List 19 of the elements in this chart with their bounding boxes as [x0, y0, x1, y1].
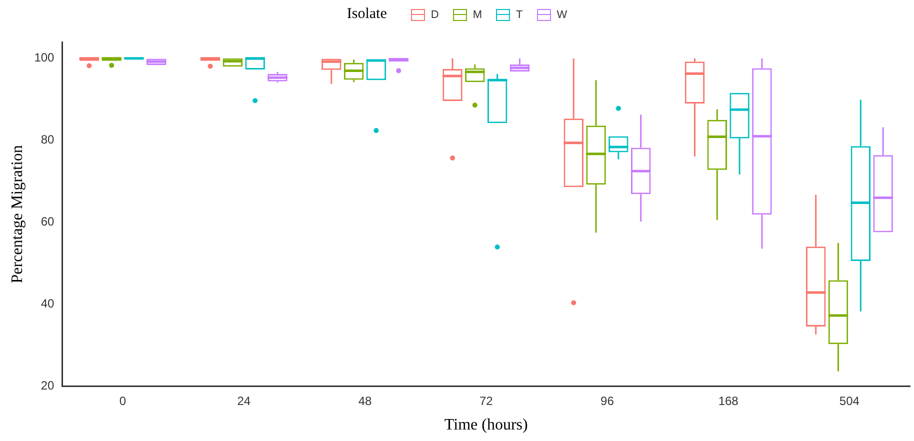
x-tick-label: 504 [839, 394, 860, 408]
x-tick-label: 24 [237, 394, 251, 408]
legend-title: Isolate [346, 6, 387, 23]
x-tick-label: 168 [718, 394, 739, 408]
legend-label: T [516, 8, 523, 20]
x-tick-label: 0 [119, 394, 126, 408]
x-axis-title: Time (hours) [444, 416, 528, 434]
x-tick-label: 48 [358, 394, 372, 408]
y-axis-title: Percentage Migration [8, 145, 26, 284]
y-tick-label: 80 [40, 132, 55, 147]
legend-label: M [472, 8, 482, 20]
y-tick-label: 20 [40, 378, 55, 393]
y-tick-label: 40 [40, 296, 55, 311]
x-tick-label: 96 [600, 394, 614, 408]
legend-label: D [430, 8, 439, 20]
legend-label: W [556, 8, 568, 20]
y-tick-label: 100 [34, 50, 55, 65]
y-tick-label: 60 [40, 214, 55, 229]
x-tick-label: 72 [479, 394, 494, 408]
